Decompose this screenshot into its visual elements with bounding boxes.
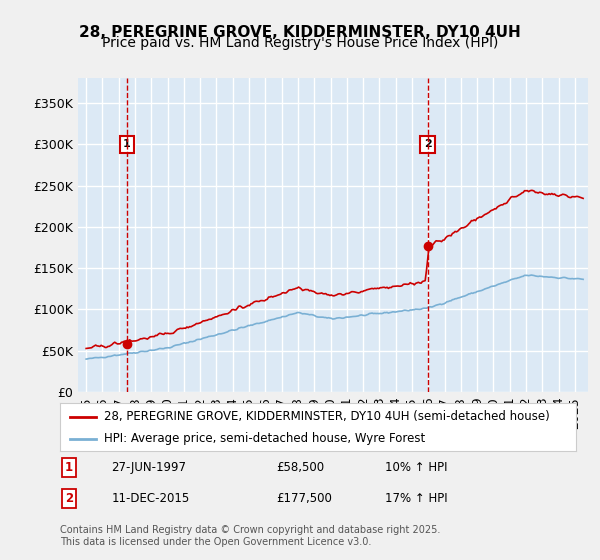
Text: 1: 1 (123, 139, 131, 150)
Text: £177,500: £177,500 (277, 492, 332, 505)
Text: 11-DEC-2015: 11-DEC-2015 (112, 492, 190, 505)
Text: Contains HM Land Registry data © Crown copyright and database right 2025.
This d: Contains HM Land Registry data © Crown c… (60, 525, 440, 547)
Text: 27-JUN-1997: 27-JUN-1997 (112, 461, 187, 474)
Text: 28, PEREGRINE GROVE, KIDDERMINSTER, DY10 4UH (semi-detached house): 28, PEREGRINE GROVE, KIDDERMINSTER, DY10… (104, 410, 550, 423)
Text: 28, PEREGRINE GROVE, KIDDERMINSTER, DY10 4UH: 28, PEREGRINE GROVE, KIDDERMINSTER, DY10… (79, 25, 521, 40)
Text: 10% ↑ HPI: 10% ↑ HPI (385, 461, 448, 474)
Text: 1: 1 (65, 461, 73, 474)
Text: 2: 2 (424, 139, 431, 150)
Text: HPI: Average price, semi-detached house, Wyre Forest: HPI: Average price, semi-detached house,… (104, 432, 425, 445)
Text: £58,500: £58,500 (277, 461, 325, 474)
Text: 17% ↑ HPI: 17% ↑ HPI (385, 492, 448, 505)
Text: Price paid vs. HM Land Registry's House Price Index (HPI): Price paid vs. HM Land Registry's House … (102, 36, 498, 50)
Text: 2: 2 (65, 492, 73, 505)
